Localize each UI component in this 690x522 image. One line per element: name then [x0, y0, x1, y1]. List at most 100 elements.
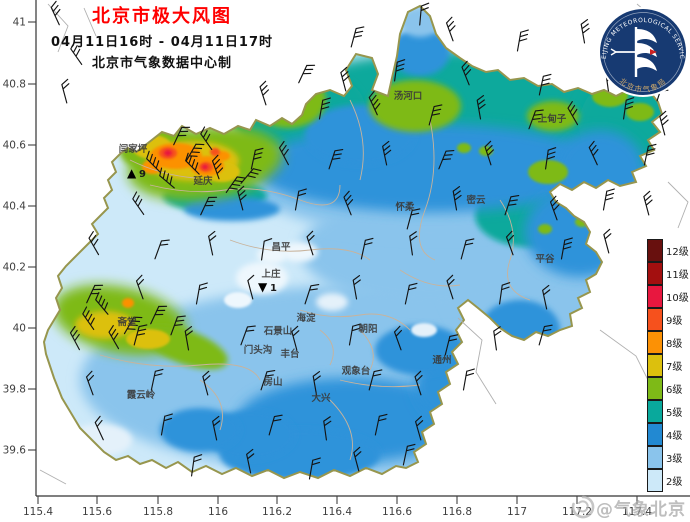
lon-tick-label: 116.6: [382, 506, 412, 518]
logo-emblem: [610, 27, 657, 77]
wind-barb: [150, 305, 168, 325]
wind-barb: [419, 2, 430, 26]
legend-item: 4级: [647, 423, 689, 446]
wind-barb: [538, 73, 552, 96]
lat-tick-label: 40: [13, 323, 26, 335]
wind-barb: [312, 371, 321, 396]
wind-barb: [353, 446, 362, 472]
lat-tick-label: 40.6: [3, 140, 27, 152]
wind-barb: [352, 275, 361, 300]
lon-tick-label: 117.2: [562, 506, 592, 518]
legend-swatch: [647, 423, 663, 446]
wind-barb: [185, 152, 200, 175]
legend-label: 10级: [666, 293, 689, 304]
wind-barb: [542, 284, 551, 310]
wind-barb: [360, 237, 374, 260]
wind-barb: [462, 368, 475, 391]
wind-barb: [212, 415, 221, 441]
wind-barb: [567, 101, 579, 126]
wind-barb: [476, 95, 486, 120]
wind-barb: [545, 147, 557, 170]
wind-barb: [643, 143, 657, 166]
legend-item: 11级: [647, 262, 689, 285]
legend-label: 4级: [666, 431, 683, 442]
wind-barb: [374, 413, 388, 436]
max-marker-value: 9: [139, 169, 146, 180]
wind-barb: [414, 370, 423, 396]
wind-barb: [240, 168, 262, 184]
wind-barb: [108, 325, 120, 350]
lon-tick-label: 116.8: [442, 506, 472, 518]
lat-tick-label: 39.8: [3, 384, 26, 396]
legend-swatch: [647, 308, 663, 331]
wind-barb: [499, 282, 511, 305]
wind-barb: [200, 126, 213, 151]
wind-barb: [211, 154, 224, 180]
wind-barb: [173, 126, 191, 146]
max-marker-symbol: ▲: [127, 166, 137, 180]
wind-barb: [393, 325, 403, 351]
wind-barb: [446, 274, 455, 300]
legend-label: 3级: [666, 454, 683, 465]
district-lines: [99, 99, 531, 461]
agency-logo: BEIJING METEOROLOGICAL SERVICE 北京市气象局: [596, 5, 688, 97]
lon-tick-label: 115.4: [23, 506, 53, 518]
map-label: 丰台: [280, 348, 300, 360]
wind-barb: [259, 80, 269, 106]
lat-tick-label: 40.4: [3, 201, 27, 213]
wind-barb: [538, 324, 553, 346]
lon-tick-label: 116.2: [262, 506, 292, 518]
min-marker-value: 1: [270, 283, 277, 294]
wind-barb: [195, 282, 208, 305]
wind-barb: [146, 150, 161, 173]
wind-barb: [402, 443, 416, 466]
wind-barb: [261, 238, 273, 261]
legend-swatch: [647, 354, 663, 377]
wind-barb: [406, 208, 421, 230]
map-label: 石景山: [263, 325, 293, 337]
wind-barb: [250, 147, 264, 170]
legend-item: 6级: [647, 377, 689, 400]
wind-barb: [123, 316, 143, 335]
map-label: 房山: [263, 376, 282, 388]
watermark-text: @气象北京: [596, 499, 686, 520]
wind-barb: [340, 66, 350, 92]
wind-barb: [298, 64, 316, 84]
wind-barb: [240, 325, 256, 346]
extreme-markers: ▲ 9 ▼ 1: [127, 166, 277, 294]
lon-tick-label: 116: [208, 506, 228, 518]
wind-barb: [368, 90, 381, 116]
wind-barb: [415, 415, 424, 441]
beijing-boundary: [42, 4, 664, 480]
wind-barb: [185, 143, 205, 162]
wind-barb: [588, 140, 599, 166]
wind-barb: [260, 370, 276, 391]
map-label: 上庄: [261, 268, 281, 280]
legend-swatch: [647, 285, 663, 308]
map-label: 上甸子: [538, 113, 567, 125]
legend-swatch: [647, 400, 663, 423]
wind-barb: [208, 230, 217, 256]
wind-barb: [184, 326, 193, 351]
map-label: 闫家坪: [119, 143, 148, 155]
wind-barb: [382, 140, 392, 166]
wind-barb: [69, 325, 80, 351]
lat-tick-label: 40.2: [3, 262, 26, 274]
map-label: 斋堂: [116, 316, 137, 328]
wind-barb: [368, 369, 383, 391]
wind-barb: [225, 176, 246, 194]
wind-barb: [603, 228, 612, 254]
legend-label: 7级: [666, 362, 683, 373]
legend-item: 3级: [647, 446, 689, 469]
wind-barb: [659, 110, 669, 136]
wind-barb: [268, 414, 283, 436]
wind-barb: [246, 448, 255, 474]
map-label: 延庆: [192, 175, 213, 187]
wind-barb: [82, 306, 95, 331]
map-label: 霞云岭: [127, 389, 156, 401]
map-label: 汤河口: [394, 90, 423, 102]
wind-barb: [306, 230, 315, 256]
legend-label: 12级: [666, 247, 689, 258]
legend-item: 5级: [647, 400, 689, 423]
